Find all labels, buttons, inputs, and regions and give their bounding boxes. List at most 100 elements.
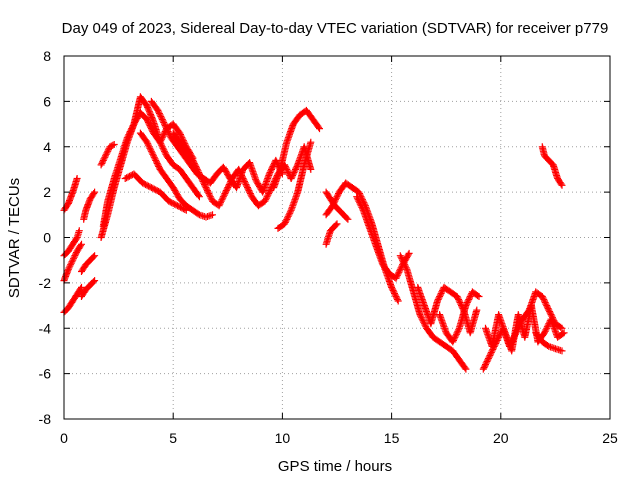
data-point bbox=[343, 214, 351, 222]
data-point bbox=[397, 253, 405, 261]
data-point bbox=[393, 294, 401, 302]
data-point bbox=[236, 169, 244, 176]
data-point bbox=[161, 147, 168, 155]
y-tick-label: 0 bbox=[43, 230, 51, 246]
data-point bbox=[207, 194, 215, 202]
x-tick-labels: 0 5 10 15 20 25 bbox=[60, 430, 618, 446]
data-point bbox=[332, 221, 340, 229]
data-point bbox=[333, 220, 341, 228]
data-point bbox=[261, 197, 269, 205]
y-tick-labels: -8 -6 -4 -2 0 2 4 6 8 bbox=[39, 48, 52, 427]
x-tick-label: 5 bbox=[169, 430, 177, 446]
data-point bbox=[418, 315, 426, 323]
data-point bbox=[238, 173, 246, 181]
data-point bbox=[151, 155, 159, 163]
data-point bbox=[191, 161, 199, 169]
data-points bbox=[60, 93, 568, 373]
data-point bbox=[128, 123, 136, 131]
data-point bbox=[265, 170, 273, 178]
series-track-s bbox=[322, 179, 356, 219]
data-point bbox=[541, 327, 549, 335]
data-point bbox=[78, 240, 85, 248]
data-point bbox=[286, 209, 294, 217]
data-point bbox=[195, 170, 203, 178]
data-point bbox=[144, 117, 152, 125]
series-track-ab bbox=[532, 329, 566, 355]
data-point bbox=[193, 164, 200, 172]
data-point bbox=[226, 179, 234, 187]
data-point bbox=[235, 165, 243, 173]
data-point bbox=[67, 259, 75, 267]
data-point bbox=[158, 114, 166, 122]
series-track-f bbox=[78, 252, 99, 275]
data-point bbox=[394, 297, 402, 305]
data-point bbox=[396, 265, 404, 273]
data-point bbox=[417, 314, 425, 322]
data-point bbox=[401, 261, 409, 269]
data-point bbox=[436, 293, 444, 300]
data-point bbox=[419, 317, 427, 325]
data-point bbox=[78, 283, 85, 291]
data-point bbox=[160, 131, 168, 139]
data-point bbox=[264, 191, 272, 199]
x-tick-label: 25 bbox=[602, 430, 618, 446]
data-point bbox=[73, 175, 81, 182]
data-point bbox=[393, 271, 401, 279]
data-point bbox=[112, 168, 120, 176]
data-point bbox=[283, 215, 291, 223]
data-point bbox=[193, 165, 201, 173]
data-point bbox=[149, 150, 157, 158]
series-track-o bbox=[270, 106, 323, 192]
data-point bbox=[67, 261, 75, 269]
data-point bbox=[485, 353, 493, 361]
data-point bbox=[392, 274, 400, 282]
data-point bbox=[148, 149, 156, 157]
data-point bbox=[189, 156, 197, 164]
series-track-g bbox=[80, 188, 99, 223]
data-point bbox=[235, 167, 243, 175]
data-point bbox=[163, 126, 171, 134]
data-point bbox=[220, 191, 228, 199]
data-point bbox=[194, 167, 202, 175]
data-point bbox=[150, 153, 158, 161]
y-tick-label: -4 bbox=[39, 320, 52, 336]
data-point bbox=[389, 286, 397, 294]
data-point bbox=[289, 172, 297, 179]
data-point bbox=[144, 140, 152, 148]
data-point bbox=[355, 197, 363, 205]
data-point bbox=[246, 188, 254, 196]
data-point bbox=[241, 179, 249, 187]
series-track-n bbox=[169, 129, 295, 210]
data-point bbox=[473, 306, 481, 314]
data-point bbox=[241, 178, 248, 185]
data-point bbox=[465, 296, 473, 303]
data-point bbox=[436, 291, 444, 299]
data-point bbox=[405, 249, 413, 257]
data-point bbox=[198, 175, 206, 182]
data-point bbox=[163, 125, 171, 133]
data-point bbox=[237, 170, 245, 178]
series-track-w bbox=[396, 252, 470, 373]
data-point bbox=[454, 327, 462, 335]
data-point bbox=[266, 169, 274, 176]
data-point bbox=[238, 172, 246, 179]
data-point bbox=[332, 196, 339, 204]
data-point bbox=[530, 293, 538, 300]
data-point bbox=[153, 159, 161, 167]
data-point bbox=[75, 228, 83, 236]
data-point bbox=[455, 326, 463, 334]
data-point bbox=[541, 297, 548, 305]
data-point bbox=[162, 123, 170, 131]
data-point bbox=[438, 288, 446, 296]
data-point bbox=[262, 194, 270, 202]
data-point bbox=[223, 185, 231, 193]
data-point bbox=[557, 180, 565, 188]
data-point bbox=[158, 143, 166, 151]
data-point bbox=[421, 321, 429, 329]
data-point bbox=[195, 193, 203, 201]
data-point bbox=[265, 188, 273, 196]
data-point bbox=[218, 196, 226, 204]
data-point bbox=[393, 296, 401, 303]
data-point bbox=[358, 203, 366, 211]
data-point bbox=[456, 299, 464, 306]
